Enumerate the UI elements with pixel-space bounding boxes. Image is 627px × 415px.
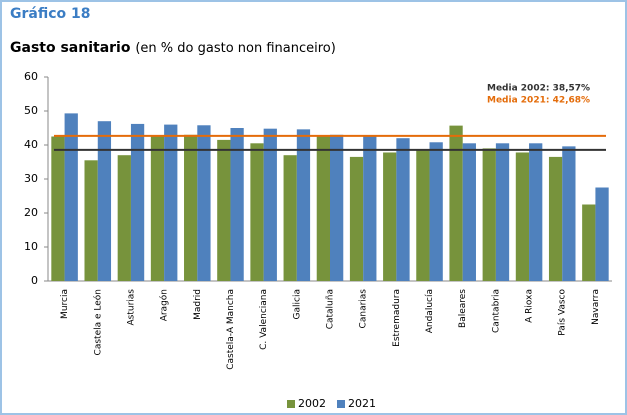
x-tick-label: C. Valenciana bbox=[259, 289, 269, 350]
x-tick-label: Castela-A Mancha bbox=[226, 289, 236, 370]
legend-label: 2021 bbox=[348, 397, 376, 410]
x-tick-label: A Rioxa bbox=[525, 289, 535, 323]
bar bbox=[51, 136, 65, 281]
y-tick-label: 60 bbox=[24, 70, 38, 83]
bar bbox=[482, 148, 496, 281]
bar bbox=[217, 139, 231, 281]
legend-swatch bbox=[287, 400, 295, 408]
bar bbox=[150, 136, 165, 281]
bar bbox=[396, 138, 410, 281]
x-tick-label: Castela e León bbox=[92, 289, 103, 355]
bar bbox=[383, 152, 397, 281]
bar bbox=[64, 113, 78, 281]
x-tick-label: Murcia bbox=[60, 289, 70, 319]
bar bbox=[97, 121, 112, 281]
bar bbox=[184, 134, 198, 281]
x-tick-label: Baleares bbox=[458, 289, 468, 328]
bar bbox=[117, 155, 131, 281]
bar bbox=[495, 143, 510, 281]
y-tick-label: 10 bbox=[24, 240, 38, 253]
legend-swatch bbox=[337, 400, 345, 408]
bar bbox=[263, 128, 277, 281]
x-tick-label: País Vasco bbox=[558, 289, 568, 336]
x-tick-label: Andalucía bbox=[425, 289, 435, 333]
bar bbox=[164, 124, 178, 281]
bar bbox=[316, 136, 330, 281]
bar bbox=[595, 187, 609, 281]
bar bbox=[197, 125, 211, 281]
bar bbox=[582, 204, 596, 281]
y-tick-label: 50 bbox=[24, 104, 38, 117]
bar bbox=[130, 123, 145, 281]
x-tick-label: Estremadura bbox=[392, 289, 402, 347]
x-tick-label: Madrid bbox=[193, 289, 203, 320]
y-tick-label: 20 bbox=[24, 206, 38, 219]
bar bbox=[296, 129, 311, 281]
y-tick-label: 30 bbox=[24, 172, 38, 185]
subtitle-note: (en % do gasto non financeiro) bbox=[135, 41, 335, 56]
bar bbox=[349, 156, 364, 281]
y-tick-label: 40 bbox=[24, 138, 38, 151]
x-tick-label: Canarias bbox=[359, 289, 369, 329]
x-tick-label: Cantabria bbox=[491, 289, 501, 333]
reference-label: Media 2002: 38,57% bbox=[487, 84, 590, 94]
bar bbox=[363, 135, 377, 281]
bar bbox=[515, 152, 530, 281]
x-tick-label: Navarra bbox=[591, 289, 601, 325]
x-tick-label: Galicia bbox=[292, 289, 302, 319]
bar bbox=[250, 143, 264, 281]
bar bbox=[416, 150, 430, 281]
bar bbox=[548, 156, 563, 281]
subtitle-main: Gasto sanitario bbox=[10, 40, 131, 56]
bar bbox=[283, 155, 297, 281]
bar bbox=[529, 143, 543, 281]
bar bbox=[449, 125, 463, 282]
bar bbox=[429, 142, 443, 281]
x-tick-label: Aragón bbox=[159, 289, 170, 321]
chart-title: Gráfico 18 bbox=[10, 6, 91, 22]
x-tick-label: Cataluña bbox=[326, 289, 336, 329]
legend-label: 2002 bbox=[298, 397, 326, 410]
chart-subtitle: Gasto sanitario (en % do gasto non finan… bbox=[10, 40, 336, 56]
bar bbox=[84, 160, 98, 281]
bar bbox=[230, 128, 244, 281]
y-tick-label: 0 bbox=[31, 274, 38, 287]
x-tick-label: Asturias bbox=[126, 289, 136, 326]
bar bbox=[330, 134, 344, 281]
reference-label: Media 2021: 42,68% bbox=[487, 96, 590, 106]
bar bbox=[562, 146, 576, 281]
bar bbox=[462, 143, 476, 281]
